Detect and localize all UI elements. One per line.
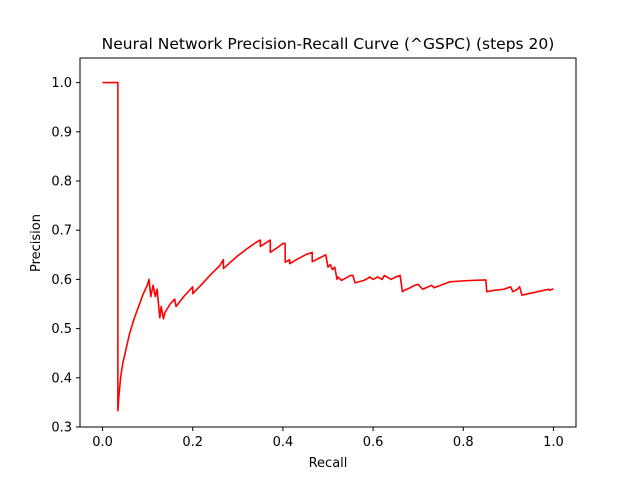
x-tick-label: 0.4 [273, 435, 294, 450]
y-tick-label: 0.6 [51, 273, 72, 288]
y-tick-label: 0.4 [51, 371, 72, 386]
x-tick-label: 0.6 [363, 435, 384, 450]
x-tick-label: 0.2 [182, 435, 203, 450]
x-tick-label: 0.0 [92, 435, 113, 450]
y-tick-label: 1.0 [51, 76, 72, 91]
y-tick-label: 0.8 [51, 175, 72, 190]
y-axis-label: Precision [29, 214, 44, 272]
y-tick-label: 0.5 [51, 322, 72, 337]
pr-curve-line-0 [102, 81, 554, 412]
y-tick-label: 0.3 [51, 421, 72, 436]
x-tick-label: 0.8 [453, 435, 474, 450]
x-tick-label: 1.0 [543, 435, 564, 450]
plot-area [79, 57, 577, 428]
y-axis-ticks: 0.3 0.4 0.5 0.6 0.7 0.8 0.9 1.0 [51, 76, 80, 436]
axes-frame [79, 57, 577, 428]
x-axis-label: Recall [309, 456, 348, 471]
chart-title: Neural Network Precision-Recall Curve (^… [102, 35, 555, 53]
y-tick-label: 0.9 [51, 125, 72, 140]
x-axis-ticks: 0.0 0.2 0.4 0.6 0.8 1.0 [92, 427, 564, 450]
y-tick-label: 0.7 [51, 224, 72, 239]
